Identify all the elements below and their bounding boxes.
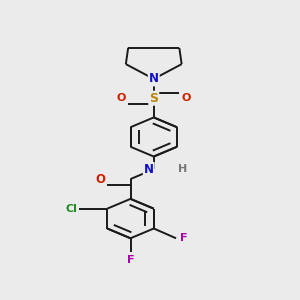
Text: N: N [144,163,154,176]
Text: O: O [182,93,191,103]
Text: F: F [180,233,187,243]
Text: F: F [127,255,134,265]
Text: O: O [116,93,126,103]
Text: Cl: Cl [65,204,77,214]
Text: O: O [95,172,105,185]
Text: S: S [149,92,158,105]
Text: H: H [178,164,188,174]
Text: N: N [149,72,159,86]
